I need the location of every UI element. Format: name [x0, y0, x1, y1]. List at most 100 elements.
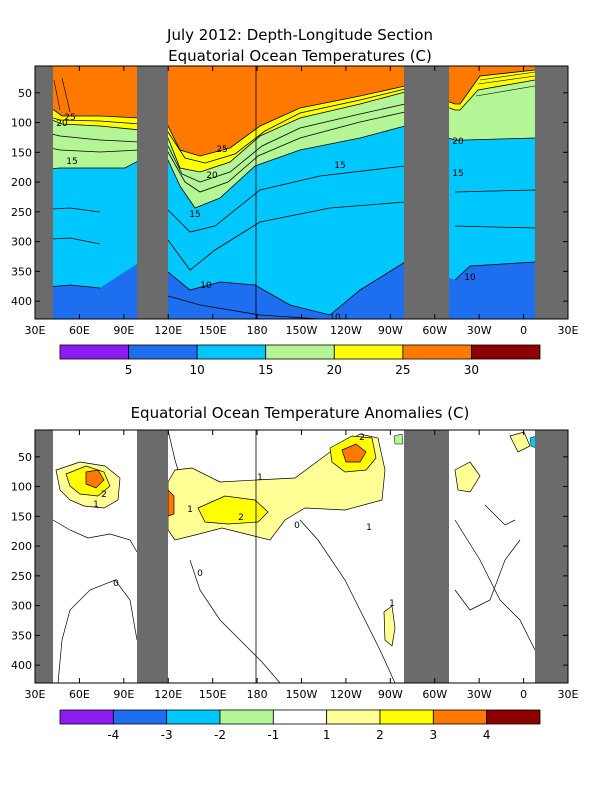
chart2-colorbar: -4 -3 -2 -1 1 2 3 4 — [59, 709, 541, 742]
chart2-fill-3-west — [85, 469, 105, 489]
y-tick-label: 50 — [18, 87, 32, 100]
chart2-contour-label: 1 — [187, 505, 193, 515]
colorbar-tick-label: 1 — [323, 728, 331, 742]
y-tick-label: 300 — [11, 236, 32, 249]
chart1-land-africa-east — [535, 66, 568, 319]
chart2-fill-pos-atl — [454, 461, 481, 493]
chart1-contour-label: 20 — [452, 137, 464, 147]
y-tick-label: 50 — [18, 451, 32, 464]
y-tick-label: 100 — [11, 117, 32, 130]
x-tick-label: 60W — [422, 324, 447, 337]
x-tick-label: 150E — [199, 688, 227, 701]
y-tick-label: 350 — [11, 265, 32, 278]
x-tick-label: 120W — [330, 688, 362, 701]
colorbar-swatch — [272, 709, 328, 725]
x-tick-label: 180 — [247, 324, 268, 337]
chart2-fill-pos-ne — [509, 431, 531, 453]
chart1-colorbar: 5 10 15 20 25 30 — [59, 344, 541, 377]
colorbar-swatch — [432, 709, 488, 725]
x-tick-label: 60E — [69, 688, 90, 701]
chart1-contour-label: 15 — [452, 169, 463, 179]
x-tick-label: 30W — [467, 324, 492, 337]
colorbar-tick-label: -1 — [267, 728, 279, 742]
x-tick-label: 60E — [69, 324, 90, 337]
colorbar-swatch — [128, 344, 198, 360]
y-tick-label: 350 — [11, 629, 32, 642]
chart2-contour-label: 1 — [93, 500, 99, 510]
colorbar-tick-label: 3 — [430, 728, 438, 742]
colorbar-swatch — [219, 709, 274, 725]
chart1-land-masks — [35, 66, 568, 319]
x-tick-label: 0 — [520, 688, 527, 701]
chart2-fill-2-wpac — [197, 495, 269, 525]
chart2-land-africa — [35, 430, 53, 683]
colorbar-swatch — [59, 709, 114, 725]
chart1-contour-label: 10 — [200, 281, 212, 291]
colorbar-tick-label: 10 — [190, 363, 205, 377]
colorbar-tick-label: 30 — [464, 363, 479, 377]
chart2-fill-3-epac — [341, 443, 367, 463]
chart1-contour-label: 15 — [66, 157, 77, 167]
colorbar-swatch — [379, 709, 434, 725]
x-tick-label: 150E — [199, 324, 227, 337]
y-tick-label: 150 — [11, 510, 32, 523]
y-tick-label: 400 — [11, 295, 32, 308]
chart2-land-masks — [35, 430, 568, 683]
y-tick-label: 300 — [11, 600, 32, 613]
colorbar-swatch — [166, 709, 221, 725]
chart1-title: July 2012: Depth-Longitude Section — [166, 26, 433, 44]
colorbar-swatch — [59, 344, 129, 360]
chart2-contour-label: 1 — [257, 473, 263, 483]
x-tick-label: 90W — [378, 688, 403, 701]
chart1-contour-label: 25 — [64, 113, 75, 123]
colorbar-tick-label: -3 — [161, 728, 173, 742]
chart2-fill-pos-deep — [383, 605, 396, 647]
y-tick-label: 200 — [11, 176, 32, 189]
colorbar-tick-label: -2 — [214, 728, 226, 742]
chart1-contour-label: 15 — [334, 161, 345, 171]
x-tick-label: 150W — [286, 688, 318, 701]
colorbar-tick-label: 20 — [327, 363, 342, 377]
y-tick-label: 250 — [11, 206, 32, 219]
x-tick-label: 0 — [520, 324, 527, 337]
chart2-contour-labels: 2 1 1 2 1 0 0 2 1 0 1 — [93, 433, 395, 609]
chart1-contour-label: 20 — [206, 171, 218, 181]
x-tick-label: 120E — [154, 688, 182, 701]
colorbar-swatch — [326, 709, 381, 725]
colorbar-swatch — [471, 344, 541, 360]
x-tick-label: 30W — [467, 688, 492, 701]
y-tick-label: 400 — [11, 659, 32, 672]
chart2-contour-label: 2 — [238, 513, 244, 523]
colorbar-tick-label: 5 — [125, 363, 133, 377]
colorbar-tick-label: 25 — [395, 363, 410, 377]
x-tick-label: 150W — [286, 324, 318, 337]
chart2-contour-label: 2 — [101, 490, 107, 500]
chart2-land-africa-east — [535, 430, 568, 683]
colorbar-swatch — [402, 344, 472, 360]
x-tick-label: 90E — [113, 688, 134, 701]
chart2-fill-neg-sa — [393, 433, 404, 445]
x-tick-label: 90W — [378, 324, 403, 337]
chart1-contour-label: 10 — [464, 273, 476, 283]
chart1-contour-label: 15 — [189, 210, 200, 220]
chart1-axes: 30E 60E 90E 120E 150E 180 150W 120W 90W 60W 30W 0 30… — [11, 66, 579, 337]
colorbar-tick-label: -4 — [107, 728, 119, 742]
chart2-contour-label: 1 — [366, 523, 372, 533]
chart2-contour-label: 0 — [294, 521, 300, 531]
colorbar-tick-label: 4 — [483, 728, 491, 742]
chart1-contour-labels: 25 20 15 25 20 15 10 15 20 15 10 10 — [56, 113, 476, 319]
chart1-land-indonesia — [137, 66, 168, 319]
chart2-background — [35, 430, 568, 683]
x-tick-label: 30E — [558, 688, 579, 701]
x-tick-label: 30E — [25, 688, 46, 701]
x-tick-label: 30E — [25, 324, 46, 337]
colorbar-swatch — [265, 344, 335, 360]
colorbar-tick-label: 15 — [258, 363, 273, 377]
colorbar-tick-label: 2 — [376, 728, 384, 742]
y-tick-label: 100 — [11, 481, 32, 494]
x-tick-label: 60W — [422, 688, 447, 701]
chart2-title: Equatorial Ocean Temperature Anomalies (… — [131, 404, 470, 422]
chart1-subtitle: Equatorial Ocean Temperatures (C) — [168, 47, 432, 65]
x-tick-label: 120E — [154, 324, 182, 337]
